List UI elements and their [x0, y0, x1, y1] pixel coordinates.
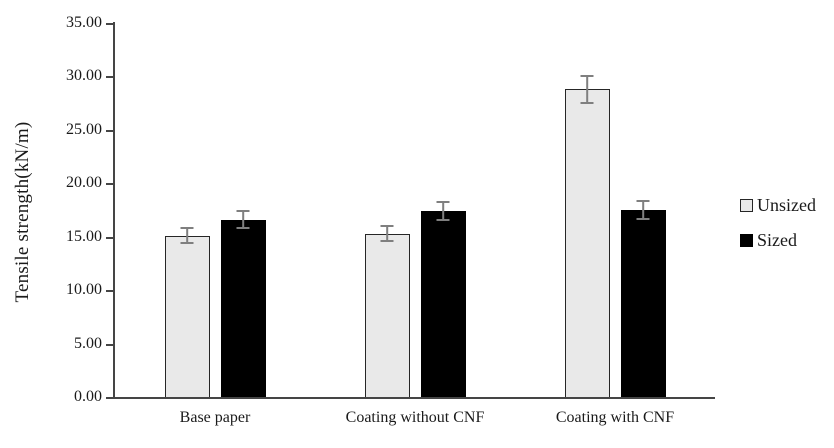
- y-tick-label: 15.00: [66, 227, 102, 245]
- y-tick-mark: [106, 397, 113, 399]
- error-bar-stem: [386, 224, 388, 243]
- error-bar-cap: [380, 224, 394, 227]
- legend-item-unsized: Unsized: [740, 196, 816, 214]
- x-category-label: Coating without CNF: [345, 409, 485, 426]
- y-tick-label: 35.00: [66, 14, 102, 31]
- legend-swatch: [740, 198, 753, 212]
- y-tick-label: 10.00: [66, 281, 102, 299]
- error-bar: [380, 224, 394, 243]
- error-bar-cap: [636, 218, 650, 221]
- y-tick-mark: [106, 236, 113, 239]
- error-bar-cap: [380, 240, 394, 243]
- error-bar-cap: [236, 227, 250, 230]
- bar-sized-1: [420, 211, 466, 397]
- error-bar: [436, 201, 450, 221]
- error-bar-cap: [436, 201, 450, 204]
- bar-unsized-2: [564, 89, 610, 397]
- x-category-label: Coating with CNF: [555, 409, 675, 426]
- bar-sized-2: [620, 210, 666, 397]
- error-bar: [580, 74, 594, 104]
- y-tick-mark: [106, 290, 113, 293]
- y-tick-label: 20.00: [66, 174, 102, 192]
- error-bar: [636, 199, 650, 221]
- error-bar-cap: [180, 227, 194, 230]
- y-tick-label: 30.00: [66, 67, 102, 85]
- y-tick-label: 0.00: [74, 388, 102, 405]
- y-axis-title: Tensile strength(kN/m): [12, 121, 33, 303]
- error-bar-stem: [242, 210, 244, 230]
- y-tick-label: 25.00: [66, 120, 102, 138]
- y-axis-line: [113, 22, 115, 399]
- bar-sized-0: [220, 219, 266, 397]
- error-bar-cap: [580, 74, 594, 77]
- bar-unsized-0: [164, 235, 210, 397]
- legend-label: Sized: [757, 230, 797, 250]
- error-bar: [180, 227, 194, 245]
- y-tick-mark: [106, 23, 113, 25]
- error-bar-cap: [636, 199, 650, 202]
- y-tick-mark: [106, 76, 113, 79]
- legend: Unsized Sized: [740, 196, 816, 266]
- error-bar-cap: [180, 242, 194, 245]
- y-tick-label: 5.00: [74, 334, 102, 352]
- error-bar-stem: [442, 201, 444, 221]
- error-bar: [236, 210, 250, 230]
- error-bar-cap: [580, 101, 594, 104]
- x-axis-line: [113, 397, 715, 399]
- error-bar-stem: [186, 227, 188, 245]
- x-category-label: Base paper: [179, 409, 251, 426]
- bar-unsized-1: [364, 233, 410, 397]
- error-bar-stem: [586, 74, 588, 104]
- y-tick-mark: [106, 183, 113, 186]
- error-bar-cap: [236, 210, 250, 212]
- error-bar-cap: [436, 218, 450, 221]
- legend-item-sized: Sized: [740, 231, 816, 249]
- error-bar-stem: [642, 199, 644, 221]
- y-tick-mark: [106, 343, 113, 346]
- legend-label: Unsized: [757, 195, 816, 215]
- y-tick-mark: [106, 129, 113, 132]
- legend-swatch: [740, 233, 753, 247]
